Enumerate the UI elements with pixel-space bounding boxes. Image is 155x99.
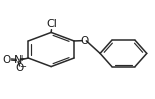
Text: O: O (80, 36, 88, 46)
Text: O: O (2, 55, 10, 65)
Text: N: N (14, 55, 22, 65)
Text: −: − (19, 62, 26, 71)
Text: Cl: Cl (46, 19, 57, 29)
Text: O: O (16, 62, 24, 72)
Text: +: + (18, 54, 24, 63)
